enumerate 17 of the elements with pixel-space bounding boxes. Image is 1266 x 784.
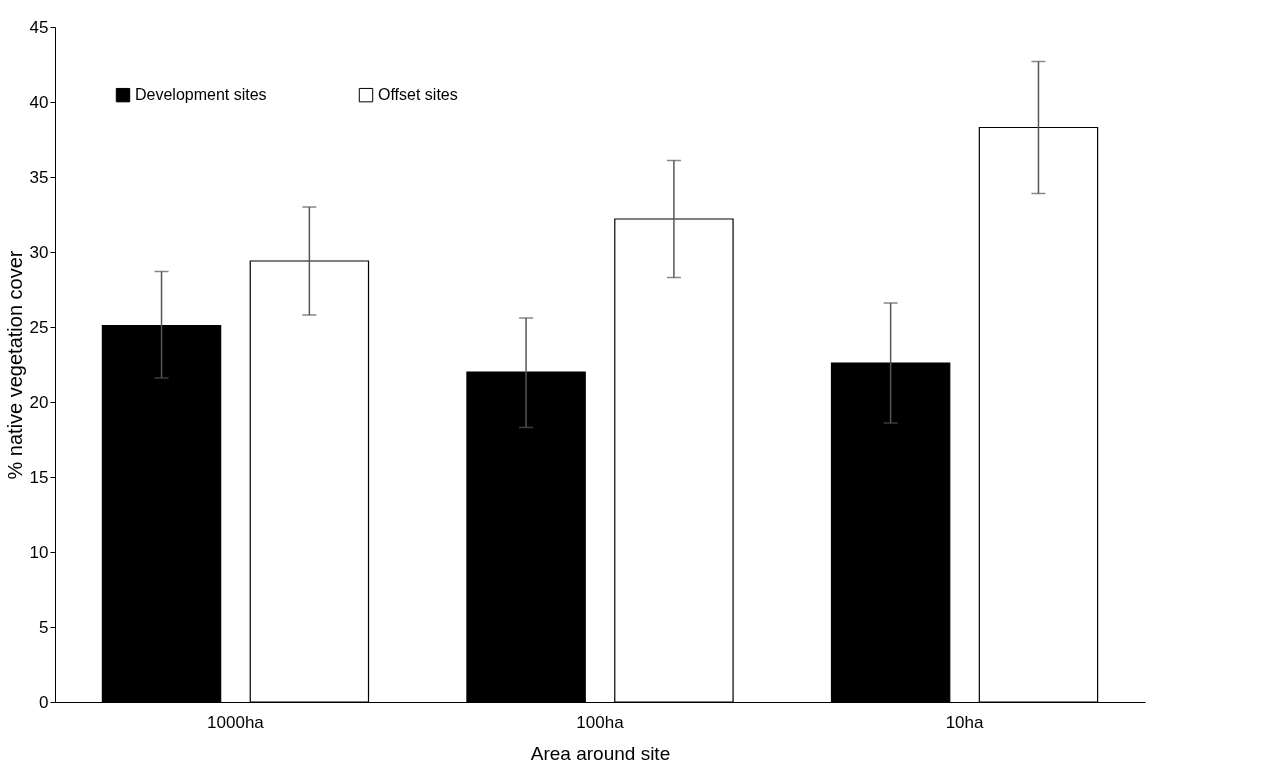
y-tick-label: 45 [29, 17, 49, 37]
y-tick-label: 30 [29, 242, 49, 262]
y-tick-label: 0 [39, 692, 49, 712]
y-tick-label: 40 [29, 92, 49, 112]
y-tick-label: 10 [29, 542, 49, 562]
y-tick-label: 35 [29, 167, 49, 187]
y-tick-label: 20 [29, 392, 49, 412]
y-axis-title: % native vegetation cover [3, 250, 26, 480]
x-axis-title: Area around site [530, 742, 671, 764]
x-tick-label: 10ha [945, 712, 984, 732]
x-tick-label: 1000ha [207, 712, 265, 732]
y-tick-label: 5 [39, 617, 49, 637]
legend-label: Development sites [135, 86, 267, 104]
x-tick-label: 100ha [576, 712, 625, 732]
legend-label: Offset sites [378, 86, 458, 104]
y-tick-label: 15 [29, 467, 49, 487]
y-tick-label: 25 [29, 317, 49, 337]
